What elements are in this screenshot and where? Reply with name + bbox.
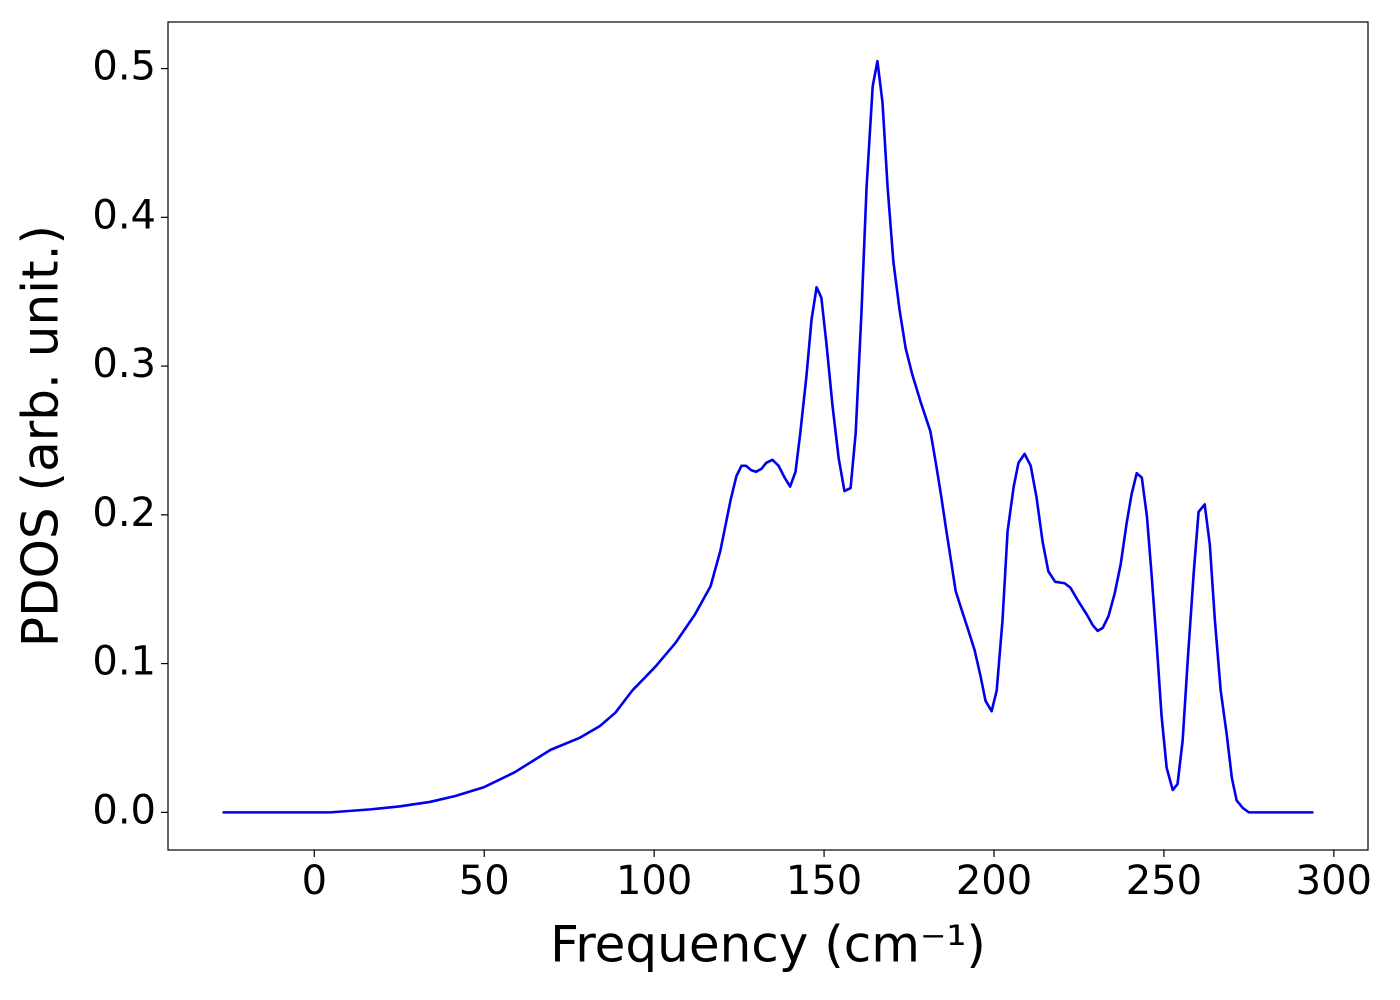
- y-axis-label: PDOS (arb. unit.): [12, 225, 70, 647]
- x-tick-label: 100: [616, 858, 692, 904]
- line-series: [222, 59, 1314, 814]
- x-tick-label: 250: [1126, 858, 1202, 904]
- y-tick-label: 0.1: [92, 639, 156, 685]
- y-tick-label: 0.0: [92, 787, 156, 833]
- x-axis-label: Frequency (cm⁻¹): [550, 916, 986, 974]
- x-tick-label: 200: [956, 858, 1032, 904]
- x-tick-label: 150: [786, 858, 862, 904]
- x-tick-label: 50: [459, 858, 510, 904]
- x-tick-label: 300: [1296, 858, 1372, 904]
- y-tick-label: 0.4: [92, 192, 156, 238]
- y-tick-label: 0.2: [92, 490, 156, 536]
- y-tick-label: 0.3: [92, 341, 156, 387]
- plot-frame: [167, 21, 1369, 851]
- y-tick-label: 0.5: [92, 44, 156, 90]
- x-tick-label: 0: [302, 858, 327, 904]
